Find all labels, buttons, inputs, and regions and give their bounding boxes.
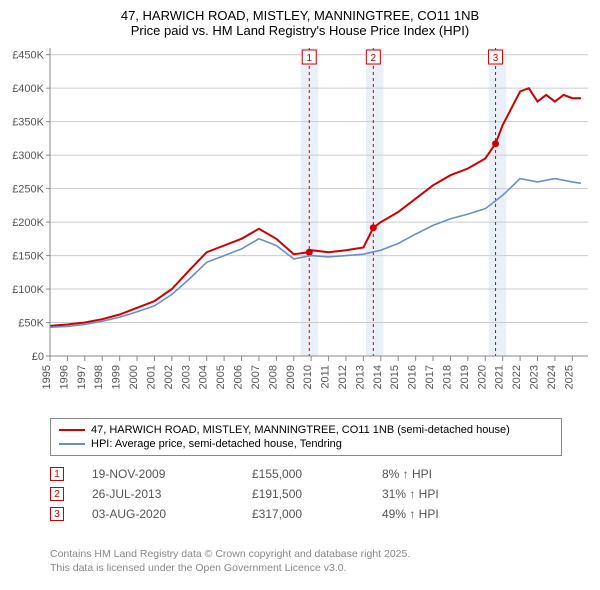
sale-date: 03-AUG-2020 — [92, 507, 252, 521]
chart-title: 47, HARWICH ROAD, MISTLEY, MANNINGTREE, … — [0, 0, 600, 38]
legend-label: 47, HARWICH ROAD, MISTLEY, MANNINGTREE, … — [91, 424, 510, 436]
x-tick-label: 2019 — [459, 365, 471, 389]
x-tick-label: 2003 — [180, 365, 192, 389]
legend: 47, HARWICH ROAD, MISTLEY, MANNINGTREE, … — [50, 418, 562, 456]
x-tick-label: 2024 — [546, 365, 558, 389]
sale-marker-number: 2 — [371, 53, 377, 64]
sale-price: £317,000 — [252, 507, 382, 521]
sale-marker-number: 3 — [493, 53, 499, 64]
x-tick-label: 2023 — [529, 365, 541, 389]
legend-item: HPI: Average price, semi-detached house,… — [59, 437, 553, 451]
y-tick-label: £200K — [12, 217, 44, 229]
sale-row: 1 19-NOV-2009£155,0008% ↑ HPI — [50, 464, 562, 484]
sale-price: £191,500 — [252, 487, 382, 501]
x-tick-label: 2000 — [128, 365, 140, 389]
x-tick-label: 2001 — [145, 365, 157, 389]
legend-swatch — [59, 429, 85, 431]
sale-date: 19-NOV-2009 — [92, 467, 252, 481]
x-tick-label: 2021 — [494, 365, 506, 389]
line-chart: £0 £50K £100K £150K £200K £250K £300K £350K £400… — [0, 42, 600, 412]
x-tick-label: 2025 — [563, 365, 575, 389]
sale-row-marker: 1 — [50, 467, 64, 481]
sale-row-marker: 3 — [50, 507, 64, 521]
footnote-line1: Contains HM Land Registry data © Crown c… — [50, 548, 562, 562]
footnote: Contains HM Land Registry data © Crown c… — [50, 548, 562, 575]
sale-date: 26-JUL-2013 — [92, 487, 252, 501]
chart-area: £0 £50K £100K £150K £200K £250K £300K £350K £400… — [0, 42, 600, 412]
x-tick-label: 2022 — [511, 365, 523, 389]
sale-row: 3 03-AUG-2020£317,00049% ↑ HPI — [50, 504, 562, 524]
x-tick-label: 2014 — [372, 365, 384, 389]
x-tick-label: 2015 — [389, 365, 401, 389]
x-tick-label: 2005 — [215, 365, 227, 389]
x-tick-label: 2017 — [424, 365, 436, 389]
sale-pct: 8% ↑ HPI — [382, 467, 512, 481]
title-line1: 47, HARWICH ROAD, MISTLEY, MANNINGTREE, … — [0, 8, 600, 23]
x-tick-label: 1995 — [41, 365, 53, 389]
x-tick-label: 2004 — [198, 365, 210, 389]
sale-pct: 31% ↑ HPI — [382, 487, 512, 501]
y-tick-label: £0 — [32, 351, 44, 363]
x-tick-label: 2010 — [302, 365, 314, 389]
x-tick-label: 2002 — [163, 365, 175, 389]
shaded-band — [489, 48, 506, 356]
legend-label: HPI: Average price, semi-detached house,… — [91, 438, 342, 450]
y-tick-label: £100K — [12, 284, 44, 296]
x-tick-label: 1996 — [58, 365, 70, 389]
legend-swatch — [59, 443, 85, 445]
x-tick-label: 2016 — [407, 365, 419, 389]
y-tick-label: £400K — [12, 83, 44, 95]
x-tick-label: 2009 — [285, 365, 297, 389]
x-tick-label: 2007 — [250, 365, 262, 389]
shaded-band — [301, 48, 318, 356]
x-tick-label: 1997 — [76, 365, 88, 389]
x-tick-label: 2006 — [233, 365, 245, 389]
x-tick-label: 2020 — [476, 365, 488, 389]
sales-table: 1 19-NOV-2009£155,0008% ↑ HPI 2 26-JUL-2013… — [50, 464, 562, 524]
x-tick-label: 2013 — [354, 365, 366, 389]
sale-row-marker: 2 — [50, 487, 64, 501]
sale-pct: 49% ↑ HPI — [382, 507, 512, 521]
footnote-line2: This data is licensed under the Open Gov… — [50, 562, 562, 576]
x-tick-label: 2012 — [337, 365, 349, 389]
y-tick-label: £150K — [12, 251, 44, 263]
x-tick-label: 1998 — [93, 365, 105, 389]
sale-price: £155,000 — [252, 467, 382, 481]
sale-marker-number: 1 — [306, 53, 312, 64]
title-line2: Price paid vs. HM Land Registry's House … — [0, 23, 600, 38]
y-tick-label: £450K — [12, 50, 44, 62]
y-tick-label: £50K — [18, 318, 44, 330]
x-tick-label: 2011 — [320, 365, 332, 389]
sale-row: 2 26-JUL-2013£191,50031% ↑ HPI — [50, 484, 562, 504]
y-tick-label: £350K — [12, 117, 44, 129]
x-tick-label: 1999 — [111, 365, 123, 389]
shaded-band — [366, 48, 383, 356]
x-tick-label: 2018 — [441, 365, 453, 389]
y-tick-label: £300K — [12, 150, 44, 162]
y-tick-label: £250K — [12, 184, 44, 196]
x-tick-label: 2008 — [267, 365, 279, 389]
legend-item: 47, HARWICH ROAD, MISTLEY, MANNINGTREE, … — [59, 423, 553, 437]
